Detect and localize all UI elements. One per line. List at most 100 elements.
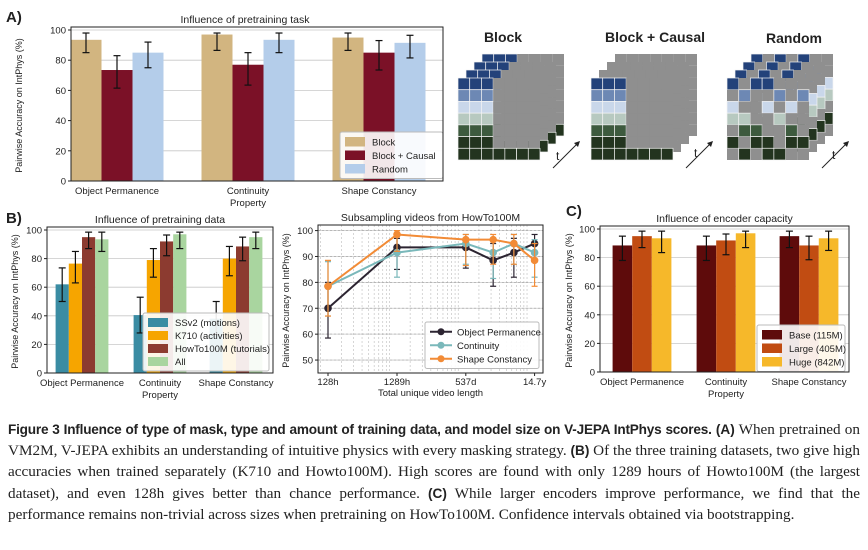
x-tick-label: Continuity (227, 186, 269, 197)
masked-patch (685, 124, 697, 136)
masked-patch (677, 108, 689, 121)
masked-patch (677, 73, 689, 86)
masked-patch (773, 124, 786, 137)
video-patch (457, 147, 471, 161)
legend-swatch (148, 331, 168, 340)
axes-frame (46, 226, 274, 374)
masked-patch (626, 78, 638, 90)
masked-patch (544, 97, 556, 109)
bar (68, 263, 82, 373)
masked-patch (669, 70, 681, 82)
masked-patch (762, 113, 774, 125)
video-patch (660, 147, 674, 161)
video-patch (457, 112, 471, 126)
masked-patch (552, 54, 564, 66)
legend-swatch (345, 164, 365, 174)
video-patch (481, 124, 494, 137)
y-tick-label: 80 (55, 56, 66, 67)
y-axis-label: Pairwise Accuracy on IntPhys (%) (10, 234, 20, 369)
masked-patch (669, 128, 681, 141)
masked-patch (618, 62, 631, 74)
masked-patch (637, 136, 650, 149)
legend-label: Object Permanence (457, 327, 541, 338)
masked-patch (504, 124, 517, 137)
legend-label: Large (405M) (789, 344, 846, 355)
masked-patch (673, 54, 686, 66)
masked-patch (738, 78, 751, 90)
masked-patch (610, 70, 623, 82)
masked-patch (536, 93, 548, 106)
masked-patch (493, 136, 505, 149)
video-patch (625, 147, 639, 161)
y-tick-label: 70 (302, 304, 313, 315)
masked-patch (685, 77, 697, 90)
video-patch (738, 147, 751, 161)
masked-patch (797, 124, 809, 137)
masked-patch (727, 148, 739, 160)
masked-patch (750, 113, 763, 125)
masked-patch (785, 89, 798, 102)
masked-patch (773, 78, 786, 90)
masked-patch (552, 112, 564, 125)
video-patch (516, 147, 529, 161)
video-patch (761, 77, 775, 91)
masked-patch (493, 78, 505, 90)
legend-label: Random (372, 164, 408, 175)
masked-patch (685, 100, 697, 113)
y-tick-label: 80 (584, 253, 595, 264)
masked-patch (750, 101, 763, 114)
masked-patch (797, 78, 809, 90)
video-patch (527, 147, 541, 161)
video-patch (602, 89, 615, 102)
x-axis-label: Total unique video length (378, 388, 483, 399)
masked-patch (637, 113, 650, 125)
y-tick-label: 60 (31, 283, 42, 294)
random-mask-front-frame (726, 77, 810, 161)
x-axis-label: Property (142, 390, 178, 401)
video-patch (590, 124, 604, 137)
masked-patch (801, 62, 814, 74)
block-mask-front-frame (457, 77, 541, 161)
masked-patch (750, 148, 763, 160)
y-tick-label: 80 (31, 254, 42, 265)
legend-label: Shape Constancy (457, 354, 532, 365)
series-line (327, 242, 535, 310)
video-patch (457, 136, 471, 149)
caption-text-a: When pretrained on VM2M, V-JEPA exhibits… (8, 421, 860, 460)
video-patch (773, 147, 786, 161)
arrowhead-icon (843, 141, 849, 147)
masked-patch (528, 113, 540, 125)
video-patch (785, 136, 798, 149)
masked-patch (552, 65, 564, 78)
y-tick-label: 40 (584, 310, 595, 321)
video-patch (750, 136, 763, 149)
masked-patch (750, 89, 763, 102)
bar-chart-A: 0 20 40 60 80 100 Influence of pretraining tas… (14, 14, 444, 209)
data-point (489, 235, 497, 244)
masked-patch (677, 85, 689, 98)
panel-label-c: C) (566, 203, 582, 220)
video-patch (738, 124, 751, 137)
y-axis-label: Pairwise Accuracy on IntPhys (%) (564, 233, 574, 368)
y-tick-label: 20 (584, 339, 595, 350)
y-tick-label: 50 (302, 356, 313, 367)
time-label-block: t (556, 149, 560, 163)
masked-patch (821, 54, 833, 66)
arrowhead-icon (707, 141, 713, 147)
bar (612, 245, 633, 372)
masked-patch (552, 100, 564, 113)
masked-patch (544, 62, 556, 74)
masked-patch (622, 70, 635, 82)
masked-patch (677, 97, 689, 109)
video-patch (469, 124, 482, 137)
video-patch (590, 136, 604, 149)
masked-patch (805, 140, 817, 152)
masked-patch (797, 113, 809, 125)
video-patch (504, 147, 517, 161)
video-patch (590, 101, 604, 114)
masked-patch (649, 101, 662, 114)
y-tick-label: 100 (297, 226, 313, 237)
masked-patch (615, 54, 627, 66)
bar (716, 240, 736, 372)
masked-patch (727, 89, 739, 102)
